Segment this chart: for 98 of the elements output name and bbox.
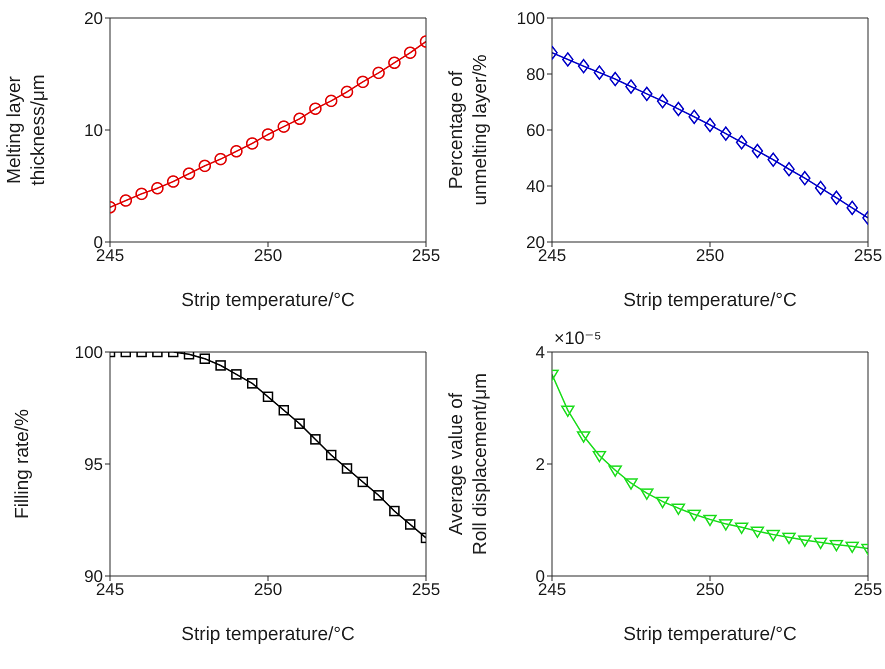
point <box>262 392 274 402</box>
point <box>135 188 148 200</box>
point <box>736 135 748 150</box>
point <box>215 360 226 371</box>
point <box>166 175 180 188</box>
point <box>324 94 338 108</box>
point <box>389 506 400 516</box>
point <box>326 450 336 460</box>
point <box>372 66 385 80</box>
point <box>750 526 764 538</box>
point <box>656 94 668 108</box>
point <box>687 510 701 522</box>
point <box>230 145 243 158</box>
x-axis-title: Strip temperature/°C <box>181 290 355 311</box>
point <box>625 79 637 94</box>
point <box>719 519 733 531</box>
x-axis-title: Strip temperature/°C <box>181 624 355 645</box>
y-tick-label: 100 <box>74 343 103 362</box>
y-axis-title: Filling rate/% <box>12 408 33 519</box>
x-tick-label: 255 <box>412 580 440 600</box>
point <box>799 170 811 186</box>
point <box>356 76 370 88</box>
point <box>404 46 416 59</box>
x-tick-label: 255 <box>854 246 882 266</box>
y-tick-label: 10 <box>84 121 103 140</box>
point <box>388 56 401 70</box>
point <box>782 532 796 544</box>
point <box>798 535 812 547</box>
point <box>198 160 212 172</box>
x-axis-title: Strip temperature/°C <box>623 290 797 311</box>
point <box>120 194 132 207</box>
y-axis-title: Average value of Roll displacement/μm <box>446 372 491 556</box>
point <box>594 65 606 80</box>
x-tick-label: 250 <box>696 580 724 600</box>
x-axis-title: Strip temperature/°C <box>623 624 797 645</box>
x-tick-label: 255 <box>854 580 882 600</box>
point <box>358 476 368 488</box>
point <box>814 180 826 196</box>
point <box>578 58 590 74</box>
y-tick-label: 80 <box>526 65 545 84</box>
point <box>309 102 322 115</box>
point <box>846 200 858 216</box>
point <box>246 137 258 150</box>
point <box>624 478 638 490</box>
point <box>231 369 242 380</box>
point <box>609 72 621 86</box>
point <box>200 353 210 364</box>
point <box>592 450 606 462</box>
point <box>767 152 779 167</box>
x-tick-label: 250 <box>254 580 282 600</box>
point <box>562 52 574 67</box>
point <box>608 465 622 477</box>
point <box>703 514 717 526</box>
point <box>294 418 305 429</box>
y-axis-title: Melting layer thickness/μm <box>4 74 49 186</box>
point <box>845 542 859 554</box>
y-tick-label: 100 <box>516 9 545 28</box>
point <box>278 404 290 416</box>
point <box>830 190 842 206</box>
point <box>293 112 306 126</box>
point <box>783 162 795 176</box>
y-axis-title: Percentage of unmelting layer/% <box>446 54 491 206</box>
point <box>278 120 290 133</box>
text: ×10⁻⁵ <box>554 328 602 349</box>
point <box>182 167 196 180</box>
y-tick-label: 2 <box>536 455 545 474</box>
point <box>342 463 352 474</box>
x-tick-label: 255 <box>412 246 440 266</box>
point <box>766 530 780 542</box>
point <box>720 126 732 141</box>
point <box>672 503 686 515</box>
point <box>672 102 684 116</box>
x-tick-label: 250 <box>696 246 724 266</box>
point <box>310 434 321 445</box>
point <box>246 378 258 389</box>
point <box>576 431 590 443</box>
y-tick-label: 60 <box>526 121 545 140</box>
point <box>656 496 670 508</box>
point <box>641 86 653 102</box>
point <box>373 490 384 501</box>
point <box>151 182 164 194</box>
point <box>561 405 575 417</box>
point <box>340 86 354 98</box>
y-tick-label: 4 <box>536 343 545 362</box>
point <box>404 519 416 530</box>
point <box>640 488 654 500</box>
point <box>262 128 274 141</box>
y-tick-label: 40 <box>526 177 545 196</box>
point <box>688 110 700 124</box>
point <box>704 118 716 132</box>
point <box>214 152 227 166</box>
y-tick-label: 95 <box>84 455 103 474</box>
x-tick-label: 250 <box>254 246 282 266</box>
point <box>830 540 844 552</box>
point <box>752 144 764 158</box>
y-tick-label: 20 <box>84 9 103 28</box>
point <box>734 522 748 534</box>
point <box>814 538 828 550</box>
